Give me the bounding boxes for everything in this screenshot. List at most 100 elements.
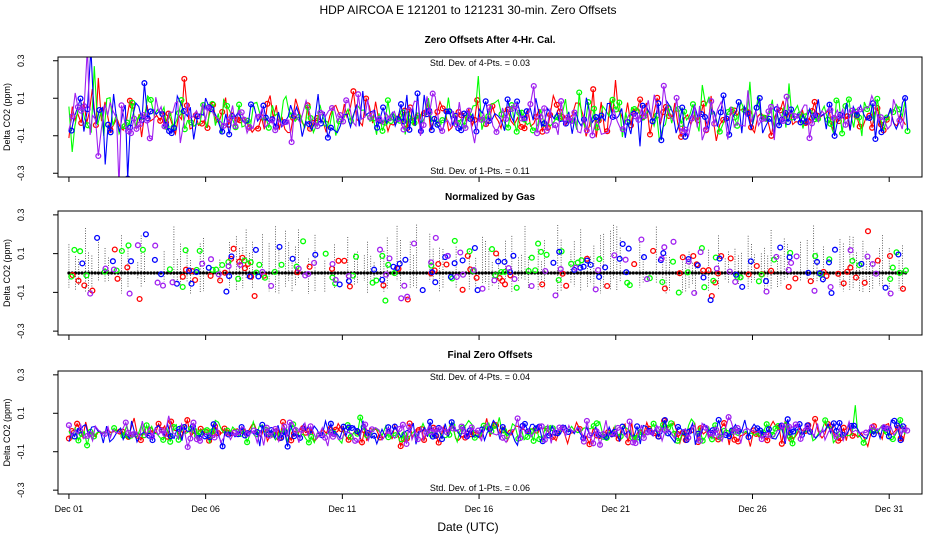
data-point-purple <box>130 430 137 438</box>
data-point-green <box>646 275 653 282</box>
y-axis-label: Delta CO2 (ppm) <box>2 398 12 466</box>
gas-reference-point <box>234 271 238 275</box>
data-point-blue <box>205 264 212 271</box>
data-point-purple <box>426 109 433 116</box>
data-point-purple <box>266 432 273 439</box>
data-point-red <box>197 425 204 432</box>
data-point-blue <box>107 129 114 136</box>
data-point-red <box>217 277 224 284</box>
data-point-purple <box>517 435 524 442</box>
data-point-blue <box>598 112 605 119</box>
data-point-blue <box>438 436 446 443</box>
data-point-blue <box>208 106 215 113</box>
data-point-green <box>68 273 75 280</box>
data-point-blue <box>68 127 75 134</box>
data-point-blue <box>753 104 760 111</box>
gas-reference-point <box>579 271 583 275</box>
data-point-blue <box>596 273 603 280</box>
data-point-green <box>373 277 380 284</box>
data-point-blue <box>324 134 331 141</box>
data-point-green <box>357 414 364 421</box>
data-point-purple <box>101 430 108 438</box>
data-point-blue <box>813 258 821 265</box>
gas-reference-point <box>254 271 258 275</box>
data-point-green <box>382 297 389 304</box>
data-point-purple <box>856 106 863 113</box>
data-point-red <box>604 128 611 135</box>
data-point-blue <box>260 102 267 109</box>
data-point-purple <box>286 419 293 426</box>
data-point-purple <box>102 265 109 272</box>
data-point-blue <box>660 250 667 257</box>
data-point-red <box>847 264 854 271</box>
data-point-red <box>676 270 683 277</box>
data-point-green <box>385 434 392 441</box>
data-point-blue <box>193 269 200 276</box>
data-point-blue <box>733 271 740 278</box>
data-point-blue <box>893 422 901 429</box>
data-point-blue <box>777 244 784 251</box>
data-point-purple <box>785 266 792 273</box>
data-point-blue <box>658 137 665 144</box>
data-point-purple <box>541 436 548 443</box>
gas-reference-point <box>175 271 179 275</box>
gas-reference-point <box>484 271 488 275</box>
data-point-purple <box>305 270 312 278</box>
data-point-blue <box>895 251 902 258</box>
data-point-purple <box>896 117 903 124</box>
data-point-blue <box>446 108 453 115</box>
data-point-purple <box>190 419 197 426</box>
data-point-purple <box>552 122 559 129</box>
panel-title: Final Zero Offsets <box>447 350 532 361</box>
data-point-blue <box>897 437 904 444</box>
data-point-purple <box>635 116 642 123</box>
data-point-red <box>539 281 546 288</box>
data-point-red <box>864 228 872 235</box>
gas-reference-point <box>513 271 517 275</box>
data-point-green <box>196 247 203 254</box>
data-point-purple <box>556 424 563 431</box>
data-point-blue <box>327 420 334 427</box>
data-point-purple <box>791 113 798 120</box>
data-point-purple <box>626 418 633 425</box>
data-point-red <box>78 119 85 127</box>
data-point-purple <box>376 246 384 253</box>
data-point-red <box>179 273 186 280</box>
data-point-green <box>513 128 520 135</box>
data-point-purple <box>732 278 739 285</box>
gas-reference-point <box>172 271 176 275</box>
data-point-blue <box>679 104 686 111</box>
data-point-green <box>558 248 565 255</box>
gas-reference-point <box>123 271 127 275</box>
data-point-blue <box>885 433 892 440</box>
std-dev-1pts-annotation: Std. Dev. of 1-Pts. = 0.06 <box>430 483 530 493</box>
data-point-red <box>184 417 191 424</box>
data-point-red <box>563 282 570 289</box>
gas-reference-point <box>569 271 573 275</box>
data-point-purple <box>241 116 248 123</box>
data-point-green <box>833 97 840 104</box>
gas-reference-point <box>152 271 156 275</box>
data-point-red <box>459 286 466 293</box>
data-point-green <box>271 268 278 275</box>
data-point-green <box>849 257 856 264</box>
gas-reference-point <box>782 271 786 275</box>
data-point-purple <box>78 107 85 114</box>
data-point-purple <box>376 115 383 122</box>
x-tick-label: Dec 01 <box>55 504 84 514</box>
gas-reference-point <box>608 271 612 275</box>
data-point-purple <box>662 427 669 434</box>
data-point-blue <box>406 126 413 133</box>
data-point-green <box>710 277 717 284</box>
data-point-blue <box>210 421 217 428</box>
data-point-green <box>626 282 633 289</box>
data-point-purple <box>404 293 411 300</box>
data-point-purple <box>779 117 787 125</box>
data-point-red <box>473 274 480 281</box>
gas-reference-point <box>523 271 527 275</box>
data-point-purple <box>386 115 393 122</box>
data-point-purple <box>352 437 359 444</box>
y-tick-label: -0.1 <box>16 285 26 301</box>
data-point-purple <box>74 103 81 111</box>
data-point-purple <box>327 429 334 436</box>
